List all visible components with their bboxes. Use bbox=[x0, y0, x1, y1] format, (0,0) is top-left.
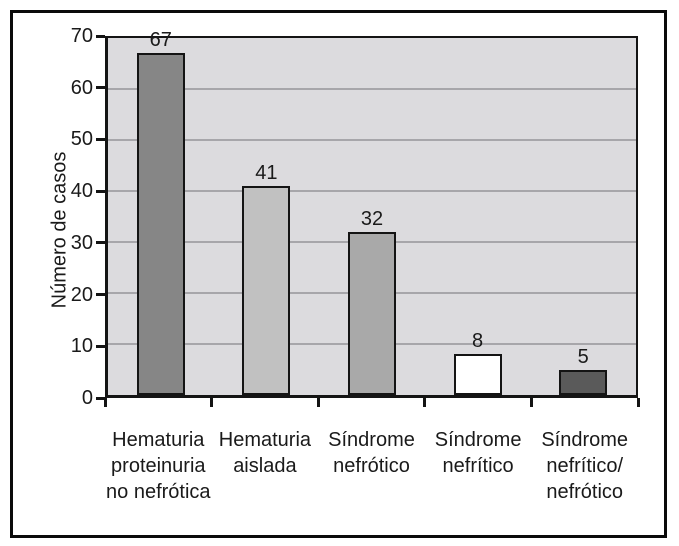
bar-value-label: 41 bbox=[255, 161, 278, 184]
x-tick bbox=[529, 398, 533, 407]
bar-value-label: 5 bbox=[577, 345, 589, 368]
y-tick bbox=[96, 241, 105, 245]
x-tick bbox=[636, 398, 640, 407]
gridline bbox=[108, 190, 636, 192]
x-axis-category-label-line: Síndrome bbox=[434, 429, 522, 451]
y-tick-label: 0 bbox=[81, 387, 93, 409]
x-axis-category-label: Hematuria aislada bbox=[200, 427, 330, 479]
x-axis-category-label-line: no nefrótica bbox=[106, 481, 211, 503]
x-axis-category-label-line: nefrítico bbox=[442, 455, 514, 477]
bar-value-label: 8 bbox=[472, 330, 484, 353]
x-tick bbox=[103, 398, 107, 407]
y-tick-label: 40 bbox=[70, 180, 93, 203]
x-tick bbox=[423, 398, 427, 407]
bar bbox=[136, 53, 185, 395]
y-tick bbox=[96, 86, 105, 90]
bar-value-label: 32 bbox=[360, 207, 384, 230]
x-axis-category-label: Síndrome nefrítico/nefrótico bbox=[520, 427, 650, 505]
x-axis-category-label-line: Síndrome bbox=[328, 429, 415, 451]
y-tick-label: 70 bbox=[70, 25, 93, 47]
x-axis-category-label: Síndrome nefrótico bbox=[307, 427, 437, 479]
y-tick-label: 20 bbox=[70, 283, 93, 306]
gridline bbox=[108, 88, 636, 90]
bar-value-label: 67 bbox=[149, 29, 172, 52]
y-tick-label: 30 bbox=[70, 231, 93, 254]
x-axis-category-label-line: nefrítico/ bbox=[546, 455, 624, 477]
y-tick-label: 10 bbox=[70, 335, 93, 358]
x-axis-category-label-line: proteinuria bbox=[111, 455, 206, 477]
x-axis-category-label-line: Hematuria bbox=[218, 429, 312, 451]
x-axis-category-label-line: Síndrome bbox=[541, 429, 629, 451]
x-axis-category-label-line: nefrótico bbox=[333, 455, 410, 477]
x-axis-category-label-line: aislada bbox=[233, 455, 297, 477]
bar bbox=[453, 354, 502, 395]
y-tick bbox=[96, 189, 105, 193]
x-tick bbox=[210, 398, 214, 407]
x-axis-category-label-line: nefrótico bbox=[546, 481, 624, 503]
y-tick bbox=[96, 396, 105, 400]
bar bbox=[348, 231, 396, 395]
x-tick bbox=[316, 398, 320, 407]
bar bbox=[559, 369, 608, 395]
bar bbox=[242, 185, 291, 395]
y-tick-label: 60 bbox=[70, 76, 93, 99]
y-tick-label: 50 bbox=[70, 128, 93, 151]
gridline bbox=[108, 139, 636, 141]
y-tick bbox=[96, 137, 105, 141]
x-axis-category-label: Hematuria proteinuria no nefrótica bbox=[93, 427, 223, 505]
y-tick bbox=[96, 293, 105, 297]
y-tick bbox=[96, 34, 105, 38]
y-tick bbox=[96, 344, 105, 348]
x-axis-category-label: Síndrome nefrítico bbox=[413, 427, 543, 479]
x-axis-category-label-line: Hematuria bbox=[112, 429, 205, 451]
plot-area: 67 41 32 8 5 bbox=[105, 29, 638, 398]
